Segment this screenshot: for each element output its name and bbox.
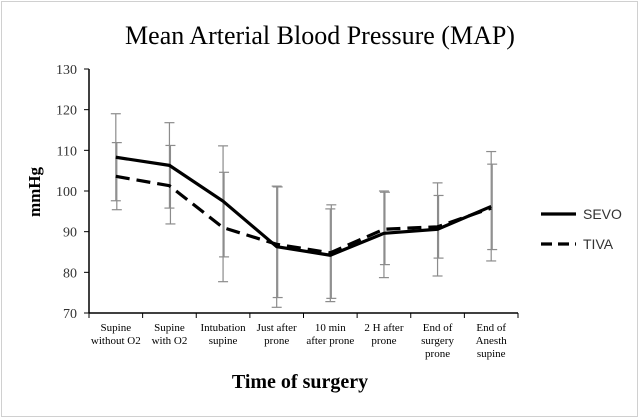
- chart-title: Mean Arterial Blood Pressure (MAP): [125, 21, 515, 50]
- x-tick-label: End of Anesth supine: [476, 322, 508, 360]
- series-line-sevo: [115, 155, 492, 257]
- y-tick-label: 130: [56, 63, 77, 78]
- x-tick-label: Supine with O2: [152, 322, 188, 347]
- legend-label-sevo: SEVO: [583, 206, 622, 222]
- y-tick-label: 70: [63, 307, 77, 322]
- y-tick-label: 90: [63, 226, 77, 241]
- x-tick-label: Just after prone: [257, 322, 297, 347]
- y-tick-label: 120: [56, 104, 77, 119]
- legend-label-tiva: TIVA: [583, 236, 614, 252]
- plot-area: 70 80 90 100 110 120 130 Supine without O2 Supine…: [56, 63, 519, 360]
- x-axis-title: Time of surgery: [232, 371, 368, 393]
- legend: SEVO TIVA: [541, 206, 622, 252]
- series-line-tiva: [115, 174, 492, 255]
- y-axis-title: mmHg: [25, 166, 44, 217]
- x-tick-label: 10 min after prone: [306, 322, 354, 347]
- x-tick-label: Supine without O2: [91, 322, 141, 347]
- x-tick-label: End of surgery prone: [421, 322, 454, 360]
- x-tick-label: 2 H after prone: [364, 322, 403, 347]
- y-tick-label: 100: [56, 185, 77, 200]
- y-tick-label: 80: [63, 266, 77, 281]
- x-tick-label: Intubation supine: [200, 322, 246, 347]
- y-tick-label: 110: [57, 144, 77, 159]
